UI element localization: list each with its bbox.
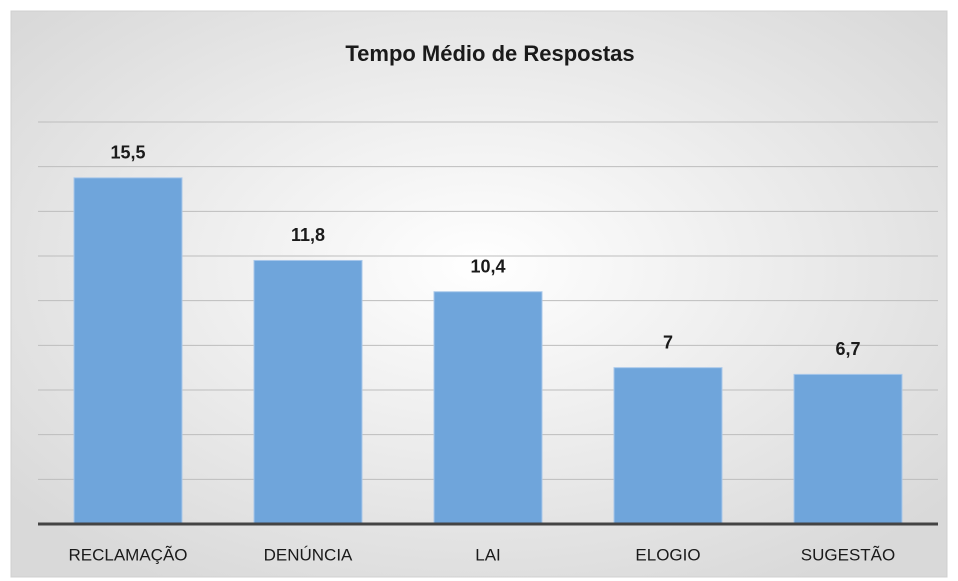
x-tick-label: SUGESTÃO (801, 545, 895, 564)
x-tick-label: DENÚNCIA (264, 545, 353, 564)
data-label: 15,5 (110, 143, 145, 163)
x-tick-label: LAI (475, 545, 501, 564)
bar (73, 177, 183, 525)
data-label: 11,8 (291, 225, 325, 245)
data-label: 6,7 (835, 339, 860, 359)
x-tick-label: ELOGIO (635, 545, 700, 564)
chart-title: Tempo Médio de Respostas (345, 41, 634, 66)
bar (613, 367, 723, 525)
bar (253, 259, 363, 525)
data-label: 7 (663, 332, 673, 352)
bar (793, 373, 903, 525)
x-tick-label: RECLAMAÇÃO (68, 545, 187, 564)
data-label: 10,4 (470, 256, 505, 276)
bar (433, 291, 543, 525)
